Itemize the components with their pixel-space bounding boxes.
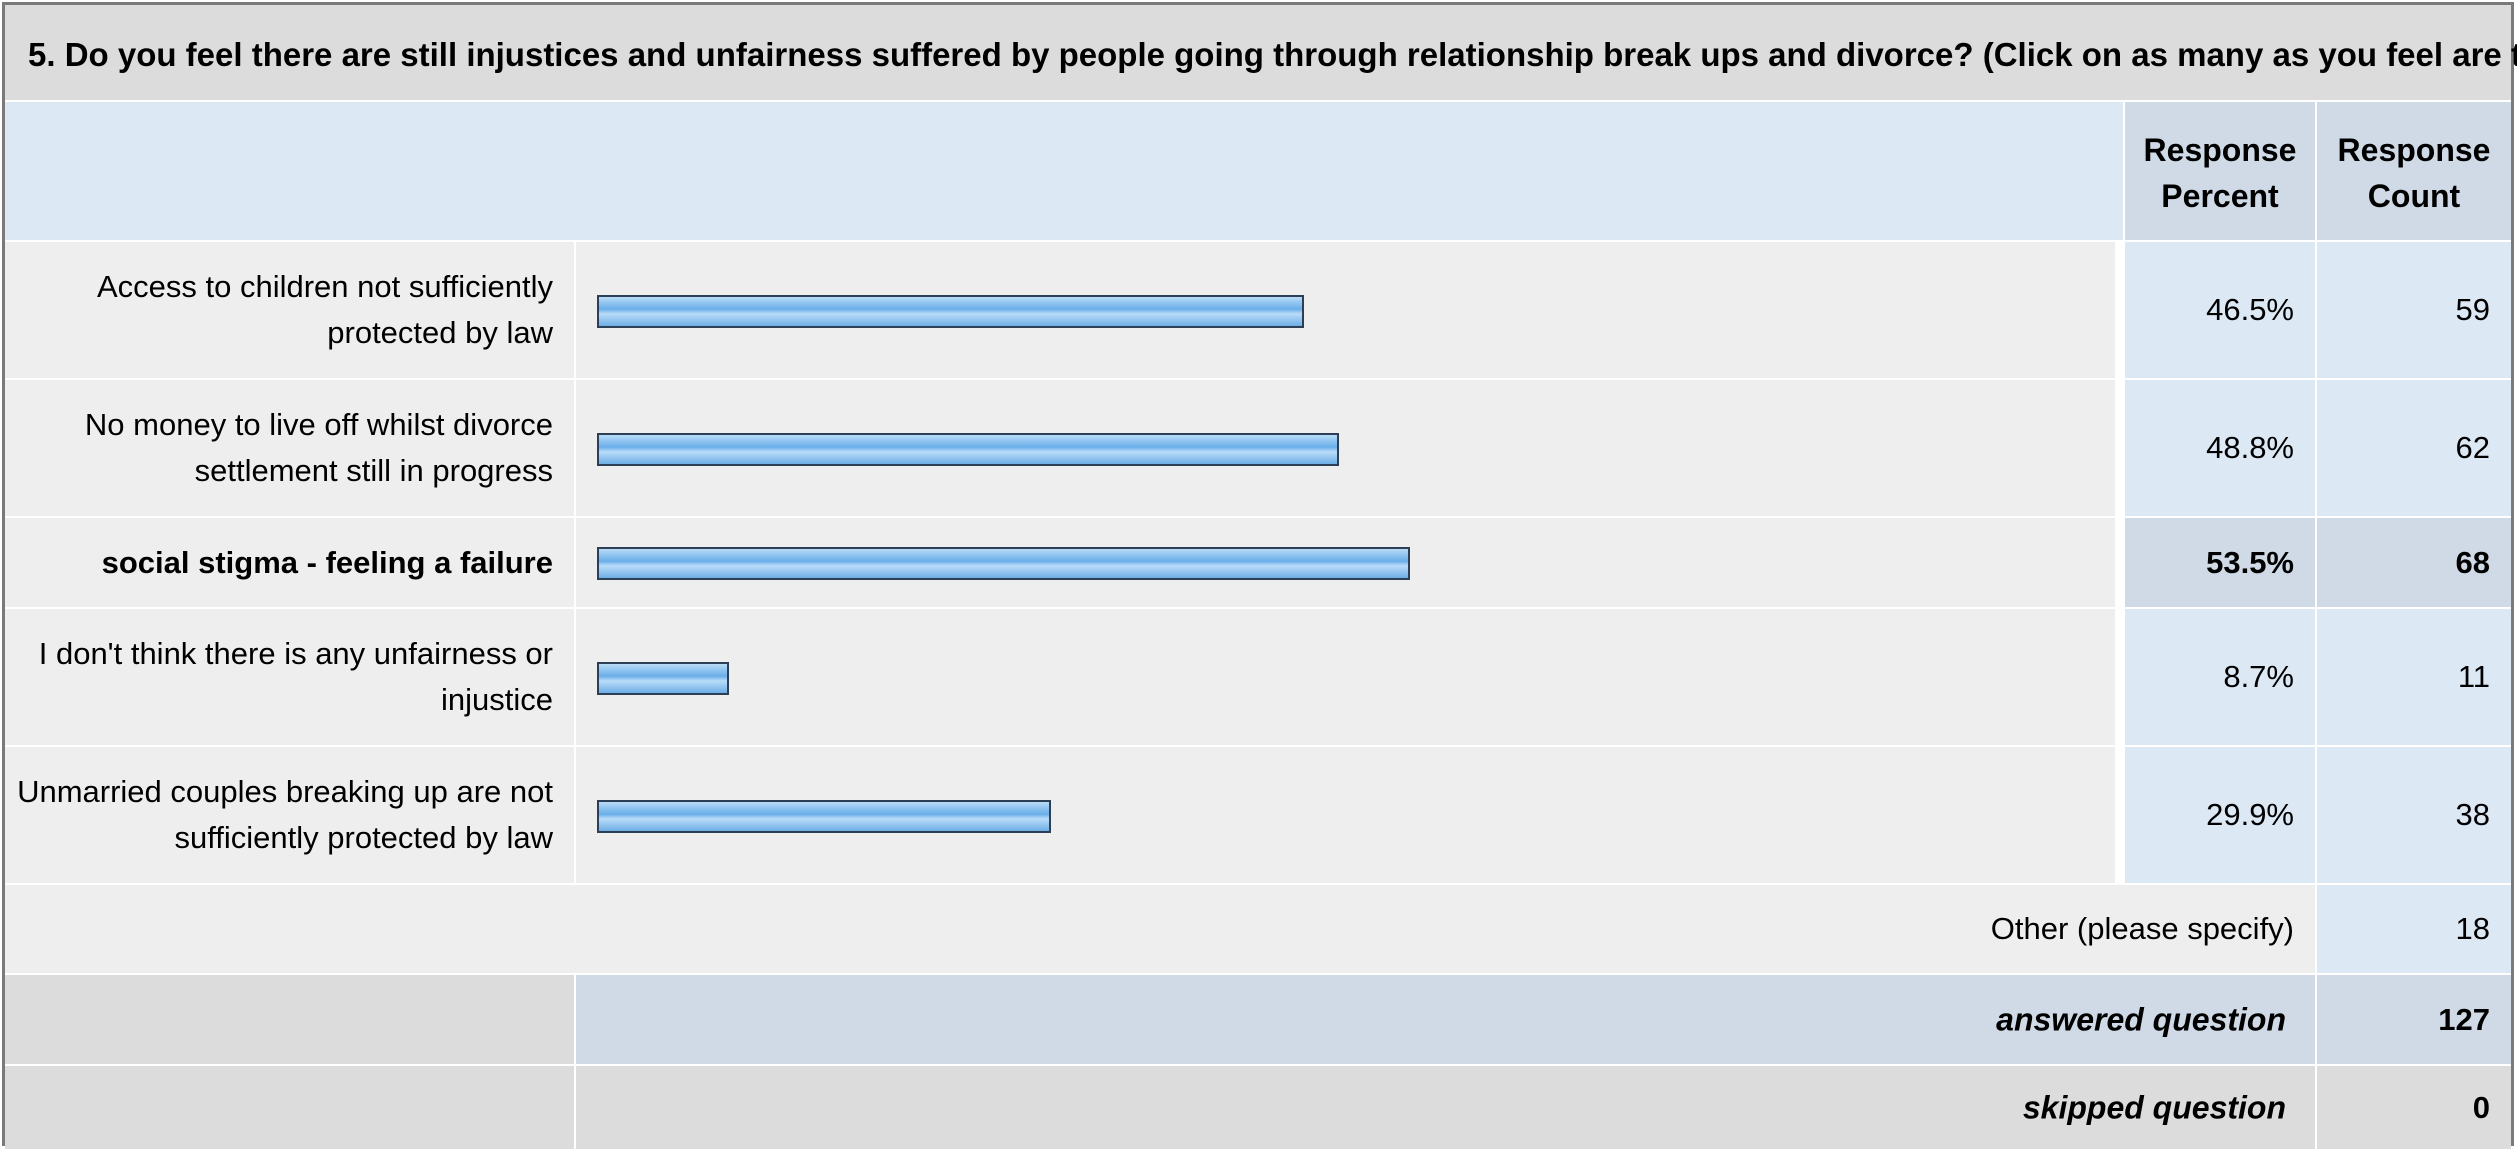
question-header: 5. Do you feel there are still injustice… bbox=[5, 5, 2511, 102]
label-column-header bbox=[5, 102, 2123, 240]
response-count: 11 bbox=[2458, 659, 2490, 695]
response-bar bbox=[597, 800, 1051, 833]
row-label-cell: social stigma - feeling a failure bbox=[5, 518, 574, 607]
row-label-cell: No money to live off whilst divorce sett… bbox=[5, 380, 574, 516]
response-percent-header-label: Response Percent bbox=[2125, 127, 2315, 219]
row-label: social stigma - feeling a failure bbox=[13, 540, 553, 586]
response-count-header: Response Count bbox=[2317, 102, 2511, 240]
response-percent-header: Response Percent bbox=[2125, 102, 2315, 240]
response-percent: 48.8% bbox=[2206, 430, 2294, 466]
row-label: I don't think there is any unfairness or… bbox=[13, 631, 553, 723]
response-percent-cell: 53.5% bbox=[2125, 518, 2315, 607]
question-title: 5. Do you feel there are still injustice… bbox=[28, 36, 2517, 74]
response-count-cell: 68 bbox=[2317, 518, 2511, 607]
skipped-question-count-cell: 0 bbox=[2317, 1066, 2511, 1149]
answered-question-label-cell: answered question bbox=[576, 975, 2315, 1064]
response-percent: 8.7% bbox=[2223, 659, 2294, 695]
response-bar bbox=[597, 662, 729, 695]
row-label: Unmarried couples breaking up are not su… bbox=[13, 769, 553, 861]
row-label-cell: I don't think there is any unfairness or… bbox=[5, 609, 574, 745]
skipped-row-spacer bbox=[5, 1066, 574, 1149]
answered-question-label: answered question bbox=[1996, 1001, 2286, 1038]
skipped-question-label: skipped question bbox=[2023, 1089, 2286, 1126]
response-count-cell: 11 bbox=[2317, 609, 2511, 745]
answered-question-count: 127 bbox=[2438, 1002, 2490, 1038]
response-count-cell: 59 bbox=[2317, 242, 2511, 378]
response-percent-cell: 8.7% bbox=[2125, 609, 2315, 745]
other-count: 18 bbox=[2456, 911, 2490, 947]
response-count-header-label: Response Count bbox=[2317, 127, 2511, 219]
response-count: 62 bbox=[2456, 430, 2490, 466]
row-label: No money to live off whilst divorce sett… bbox=[13, 402, 553, 494]
row-label-cell: Unmarried couples breaking up are not su… bbox=[5, 747, 574, 883]
row-label-cell: Access to children not sufficiently prot… bbox=[5, 242, 574, 378]
skipped-question-count: 0 bbox=[2473, 1090, 2490, 1126]
response-bar bbox=[597, 547, 1410, 580]
response-count: 68 bbox=[2456, 545, 2490, 581]
response-percent-cell: 46.5% bbox=[2125, 242, 2315, 378]
other-count-cell: 18 bbox=[2317, 885, 2511, 973]
response-percent: 29.9% bbox=[2206, 797, 2294, 833]
response-count-cell: 38 bbox=[2317, 747, 2511, 883]
skipped-question-label-cell: skipped question bbox=[576, 1066, 2315, 1149]
answered-row-spacer bbox=[5, 975, 574, 1064]
other-label: Other (please specify) bbox=[1991, 911, 2294, 947]
response-bar bbox=[597, 433, 1339, 466]
other-row-label-cell: Other (please specify) bbox=[5, 885, 2315, 973]
response-percent-cell: 29.9% bbox=[2125, 747, 2315, 883]
answered-question-count-cell: 127 bbox=[2317, 975, 2511, 1064]
row-label: Access to children not sufficiently prot… bbox=[13, 264, 553, 356]
response-count: 59 bbox=[2456, 292, 2490, 328]
response-count-cell: 62 bbox=[2317, 380, 2511, 516]
response-percent: 53.5% bbox=[2206, 545, 2294, 581]
response-count: 38 bbox=[2456, 797, 2490, 833]
row-bar-cell bbox=[576, 609, 2115, 745]
response-percent-cell: 48.8% bbox=[2125, 380, 2315, 516]
response-bar bbox=[597, 295, 1304, 328]
response-percent: 46.5% bbox=[2206, 292, 2294, 328]
